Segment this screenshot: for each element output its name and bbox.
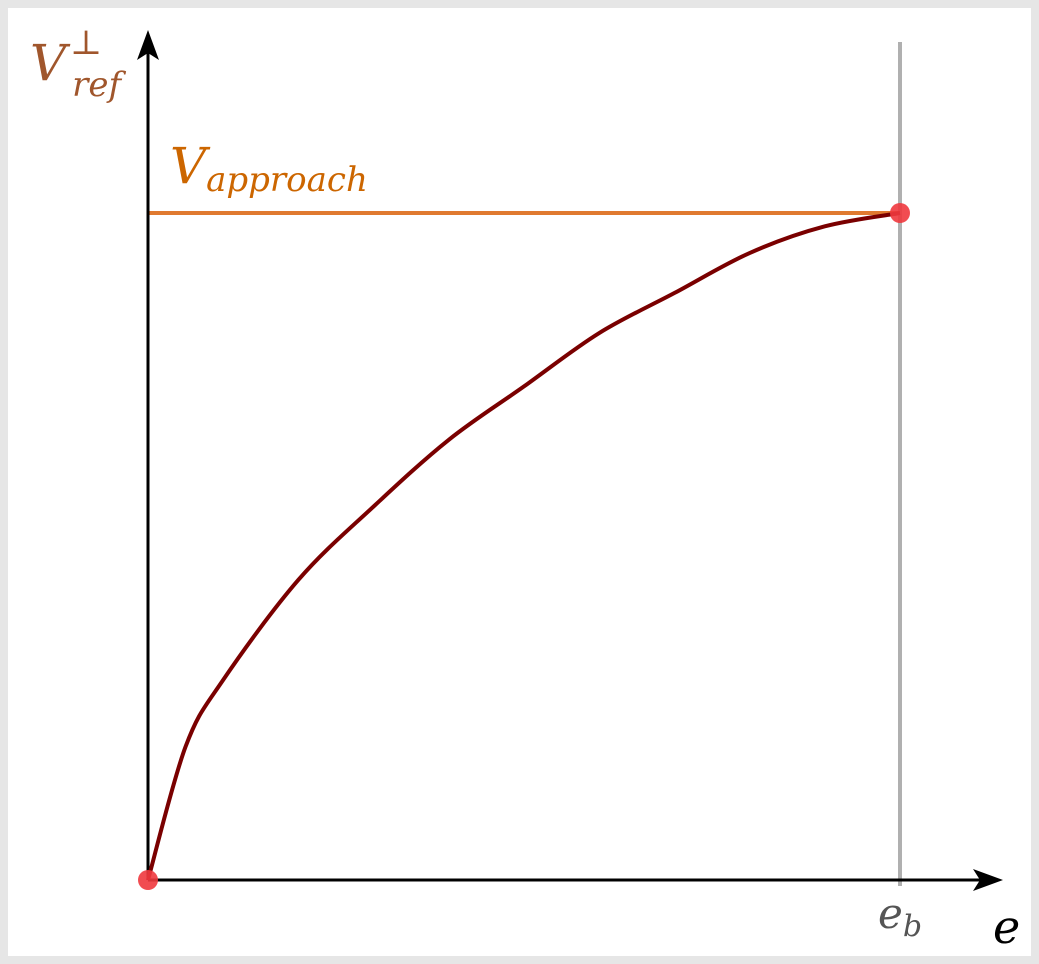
- x-axis-arrow: [973, 869, 1003, 891]
- curve-series: [146, 211, 901, 881]
- chart-frame: V ⊥ ref Vapproach eb e: [8, 8, 1031, 956]
- y-axis-label-superscript: ⊥: [70, 23, 102, 63]
- y-axis-arrow: [137, 30, 159, 60]
- marker-point-0: [138, 870, 158, 890]
- reference-line-label-base: V: [170, 137, 211, 195]
- y-axis-label-base: V: [30, 34, 71, 92]
- markers-group: [138, 203, 910, 890]
- marker-point-1: [890, 203, 910, 223]
- y-axis-label-subscript: ref: [72, 65, 126, 105]
- vertical-marker-label-base: e: [878, 889, 903, 938]
- y-axis-label: V ⊥ ref: [30, 23, 126, 105]
- chart-svg: V ⊥ ref Vapproach eb e: [30, 23, 1020, 954]
- reference-line-label: Vapproach: [170, 137, 368, 200]
- reference-line-label-subscript: approach: [206, 160, 368, 200]
- x-axis-label: e: [993, 900, 1020, 954]
- vertical-marker-label-subscript: b: [903, 909, 922, 944]
- vertical-marker-label: eb: [878, 889, 922, 944]
